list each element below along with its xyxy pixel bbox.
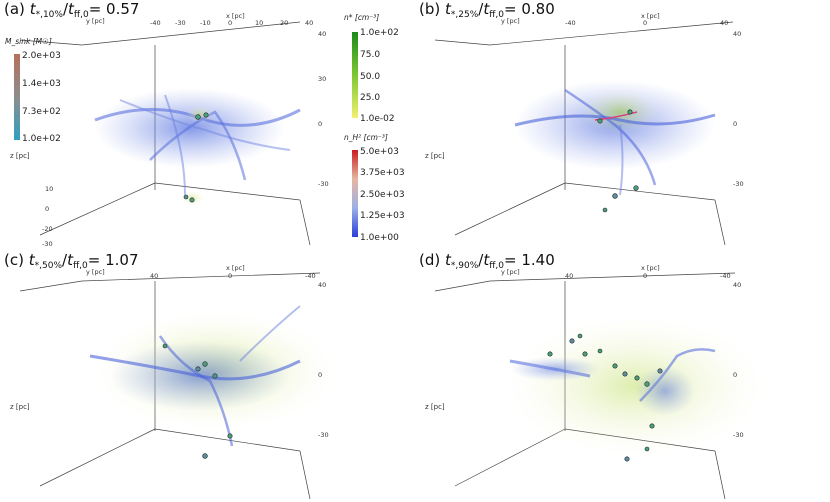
nh2-tick: 2.50e+03	[360, 190, 405, 200]
x-tick: 40	[720, 19, 729, 27]
x-axis-label: x [pc]	[226, 264, 245, 272]
x-tick: 0	[643, 272, 648, 280]
panel-label-d: (d) t*,90%/tff,0= 1.40	[419, 251, 555, 271]
x-tick: 40	[565, 272, 574, 280]
z-axis-label: z [pc]	[10, 152, 30, 160]
z-tick: 40	[733, 30, 742, 38]
panel-label-b: (b) t*,25%/tff,0= 0.80	[419, 0, 555, 20]
nh2-tick: 1.25e+03	[360, 211, 405, 221]
x-axis-label: x [pc]	[641, 12, 660, 20]
panel-a: (a) t*,10%/tff,0= 0.57 x [pc] y [pc] z […	[0, 0, 415, 251]
sink-colorbar-title: M_sink [M☉]	[5, 37, 52, 46]
x-tick: -10	[200, 19, 211, 27]
nstar-colorbar	[352, 32, 358, 118]
nh2-tick: 1.0e+00	[360, 233, 399, 243]
z-tick: 0	[45, 205, 50, 213]
panel-d-render	[434, 272, 765, 500]
nstar-tick: 25.0	[360, 93, 381, 103]
x-tick: 0	[643, 19, 648, 27]
sink-particles	[183, 112, 209, 203]
nstar-colorbar-title: n* [cm⁻³]	[344, 13, 380, 22]
x-tick: 0	[228, 272, 233, 280]
nstar-tick: 1.0e+02	[360, 28, 399, 38]
z-tick: 10	[45, 185, 54, 193]
z-tick: -30	[42, 240, 53, 248]
y-axis-label: y [pc]	[86, 17, 105, 25]
nstar-tick: 75.0	[360, 50, 381, 60]
panel-a-render	[19, 21, 311, 246]
x-axis-label: x [pc]	[641, 264, 660, 272]
panel-b: (b) t*,25%/tff,0= 0.80 x [pc] y [pc] z […	[415, 0, 830, 251]
nstar-tick: 50.0	[360, 72, 381, 82]
z-tick: -30	[318, 180, 329, 188]
x-tick: 40	[150, 272, 159, 280]
nh2-colorbar-title: n_H² [cm⁻³]	[344, 133, 388, 142]
sink-tick: 2.0e+03	[22, 51, 61, 61]
y-axis-label: y [pc]	[501, 268, 520, 276]
nstar-tick: 1.0e-02	[360, 114, 395, 124]
sink-particles	[162, 343, 233, 459]
x-tick: -30	[175, 19, 186, 27]
panel-label-a: (a) t*,10%/tff,0= 0.57	[4, 0, 140, 20]
sink-particles	[597, 109, 639, 213]
z-tick: -30	[733, 431, 744, 439]
x-axis-label: x [pc]	[226, 12, 245, 20]
nh2-colorbar	[352, 150, 358, 237]
x-tick: 10	[255, 19, 264, 27]
panel-label-c: (c) t*,50%/tff,0= 1.07	[4, 251, 139, 271]
gas-filaments	[514, 80, 716, 196]
sink-tick: 1.4e+03	[22, 79, 61, 89]
y-axis-label: y [pc]	[501, 17, 520, 25]
z-tick: -30	[318, 431, 329, 439]
panel-c: (c) t*,50%/tff,0= 1.07 x [pc] y [pc] z […	[0, 251, 415, 502]
z-tick: 0	[733, 120, 738, 128]
x-tick: -40	[565, 19, 576, 27]
x-tick: 40	[305, 19, 314, 27]
y-axis-label: y [pc]	[86, 268, 105, 276]
x-tick: 0	[228, 19, 233, 27]
sink-particles	[547, 333, 663, 462]
x-tick: -40	[150, 19, 161, 27]
sink-colorbar	[14, 54, 20, 140]
z-axis-label: z [pc]	[425, 152, 445, 160]
gas-filaments	[94, 88, 301, 205]
x-tick: -40	[305, 272, 316, 280]
gas-filaments	[505, 316, 765, 456]
panel-d: (d) t*,90%/tff,0= 1.40 x [pc] y [pc] z […	[415, 251, 830, 502]
z-tick: 0	[733, 371, 738, 379]
z-tick: -30	[733, 180, 744, 188]
panel-c-render	[19, 272, 335, 500]
gas-filaments	[89, 305, 335, 447]
x-tick: 20	[280, 19, 289, 27]
nh2-tick: 5.0e+03	[360, 147, 399, 157]
sink-tick: 1.0e+02	[22, 134, 61, 144]
z-tick: 0	[318, 120, 323, 128]
z-tick: 40	[318, 30, 327, 38]
nh2-tick: 3.75e+03	[360, 168, 405, 178]
z-tick: 0	[318, 371, 323, 379]
z-axis-label: z [pc]	[425, 403, 445, 411]
z-tick: 40	[318, 281, 327, 289]
panel-b-render	[434, 21, 734, 246]
z-tick: -20	[42, 225, 53, 233]
z-axis-label: z [pc]	[10, 403, 30, 411]
sink-tick: 7.3e+02	[22, 107, 61, 117]
z-tick: 30	[318, 75, 327, 83]
x-tick: -40	[720, 272, 731, 280]
z-tick: 40	[733, 281, 742, 289]
